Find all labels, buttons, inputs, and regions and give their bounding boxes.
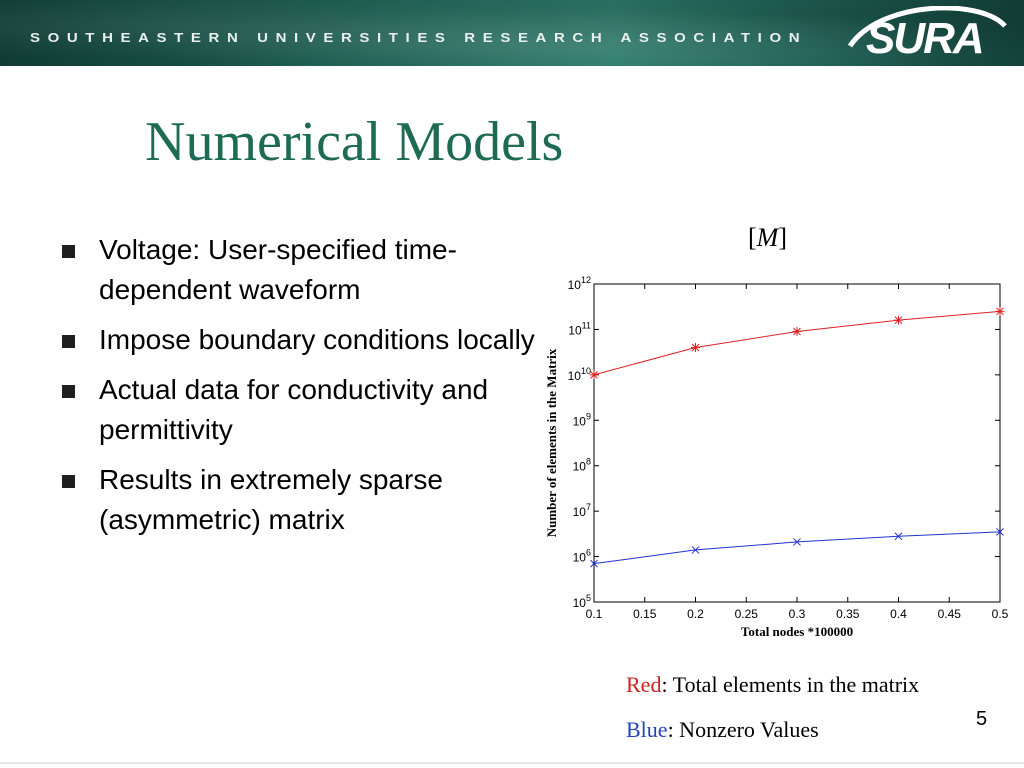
y-axis-label: Number of elements in the Matrix [544,348,559,537]
bullet-text: Results in extremely sparse (asymmetric)… [99,464,443,535]
page-number: 5 [976,708,988,730]
x-tick-label: 0.4 [890,607,907,621]
legend-blue-text: : Nonzero Values [667,717,819,742]
marker-stroke [996,528,1004,536]
matrix-symbol: M [756,223,779,252]
legend-red-word: Red [626,672,662,697]
y-tick-label: 106 [573,548,591,565]
x-tick-label: 0.2 [687,607,704,621]
footer-divider [0,762,1024,764]
legend-red: Red: Total elements in the matrix [626,672,919,698]
matrix-label: [M] [748,223,788,252]
y-tick-label: 107 [573,502,591,519]
bullet-item: Impose boundary conditions locally [62,320,542,360]
data-point-red [995,306,1005,316]
y-tick-label: 1010 [568,366,591,383]
data-point-red [894,315,903,325]
bullet-item: Results in extremely sparse (asymmetric)… [62,460,542,540]
y-tick-label: 105 [573,593,591,610]
data-point-blue [691,546,700,554]
data-point-blue [996,528,1004,536]
x-tick-label: 0.5 [992,607,1009,621]
data-point-blue [894,532,903,541]
marker-stroke [691,546,700,554]
data-point-blue [793,538,801,546]
marker-stroke [894,532,903,541]
y-tick-label: 1011 [568,320,591,337]
square-bullet-icon [62,245,75,258]
square-bullet-icon [62,335,75,348]
x-tick-label: 0.45 [938,607,962,621]
data-point-red [691,343,700,353]
bullet-list: Voltage: User-specified time-dependent w… [62,230,542,550]
bullet-item: Voltage: User-specified time-dependent w… [62,230,542,310]
logo-text: SURA [866,14,985,63]
square-bullet-icon [62,385,75,398]
legend-red-text: : Total elements in the matrix [661,672,920,697]
legend-blue: Blue: Nonzero Values [626,717,819,743]
data-point-red [589,370,599,380]
y-tick-label: 108 [573,457,591,474]
header-banner: SOUTHEASTERN UNIVERSITIES RESEARCH ASSOC… [0,0,1024,66]
plot-frame [593,283,1001,603]
organization-name: SOUTHEASTERN UNIVERSITIES RESEARCH ASSOC… [30,31,808,46]
legend-blue-word: Blue [626,717,668,742]
x-axis-label: Total nodes *100000 [741,624,853,639]
bullet-item: Actual data for conductivity and permitt… [62,370,542,450]
logo-swoosh-icon [847,5,1007,48]
x-tick-label: 0.1 [586,607,603,621]
x-tick-label: 0.3 [789,607,806,621]
marker-stroke [590,559,598,568]
square-bullet-icon [62,475,75,488]
marker-stroke [793,538,801,546]
x-tick-label: 0.15 [633,607,657,621]
data-point-red [792,327,802,337]
bullet-text: Impose boundary conditions locally [99,324,535,355]
bullet-text: Voltage: User-specified time-dependent w… [99,234,457,305]
sura-logo: SURA [840,5,1010,64]
slide-title: Numerical Models [145,111,564,173]
bullet-text: Actual data for conductivity and permitt… [99,374,489,445]
log-line-chart: 0.1 0.15 0.2 0.25 0.3 0.35 0.4 0.45 0.5 105 106 107… [544,275,1009,639]
x-tick-label: 0.35 [836,607,860,621]
y-tick-label: 1012 [568,275,591,292]
y-tick-label: 109 [573,411,591,428]
data-point-blue [590,559,598,568]
banner-texture [0,0,1024,66]
x-tick-label: 0.25 [735,607,759,621]
